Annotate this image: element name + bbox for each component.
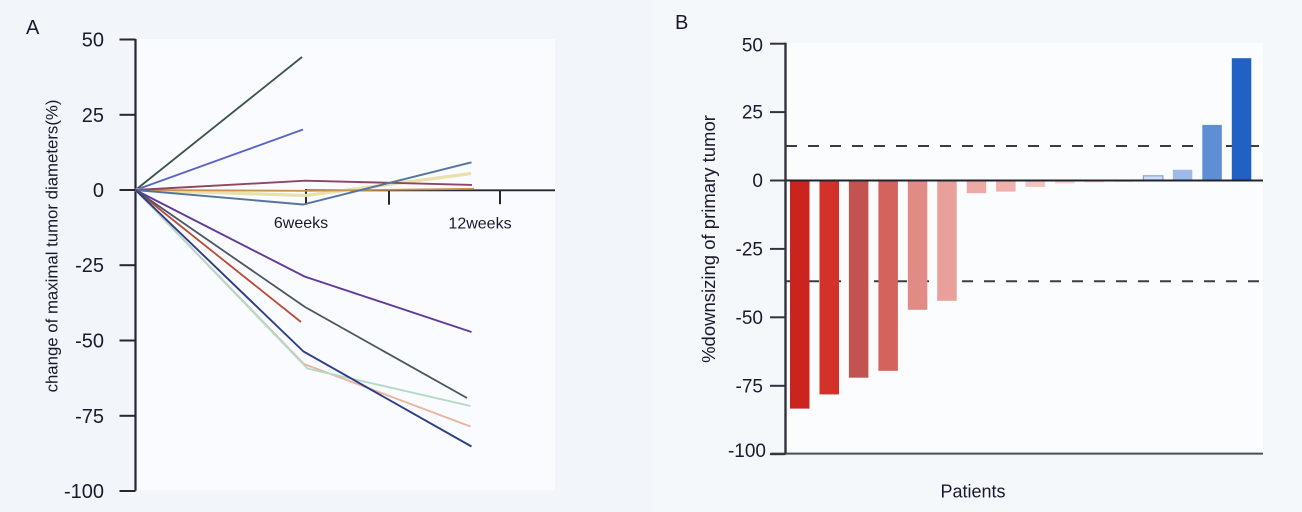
svg-text:-75: -75 xyxy=(75,406,104,428)
svg-text:-50: -50 xyxy=(736,308,763,329)
svg-text:B: B xyxy=(675,12,688,34)
svg-text:-100: -100 xyxy=(64,481,104,503)
svg-text:25: 25 xyxy=(82,105,104,127)
svg-text:change of maximal tumor diamet: change of maximal tumor diameters(%) xyxy=(43,100,62,393)
svg-text:-25: -25 xyxy=(736,239,763,260)
svg-text:25: 25 xyxy=(742,103,763,124)
svg-text:A: A xyxy=(26,17,40,39)
svg-text:-75: -75 xyxy=(736,376,763,397)
svg-text:12weeks: 12weeks xyxy=(448,216,511,233)
svg-text:6weeks: 6weeks xyxy=(274,215,328,232)
svg-text:0: 0 xyxy=(93,180,104,202)
svg-text:Patients: Patients xyxy=(940,482,1005,502)
svg-text:-50: -50 xyxy=(75,331,104,353)
svg-text:50: 50 xyxy=(82,30,104,52)
svg-text:0: 0 xyxy=(752,171,763,192)
svg-text:-100: -100 xyxy=(728,441,766,462)
svg-text:50: 50 xyxy=(742,36,763,57)
svg-text:%downsizing of primary tumor: %downsizing of primary tumor xyxy=(698,115,719,363)
svg-text:-25: -25 xyxy=(75,255,104,277)
